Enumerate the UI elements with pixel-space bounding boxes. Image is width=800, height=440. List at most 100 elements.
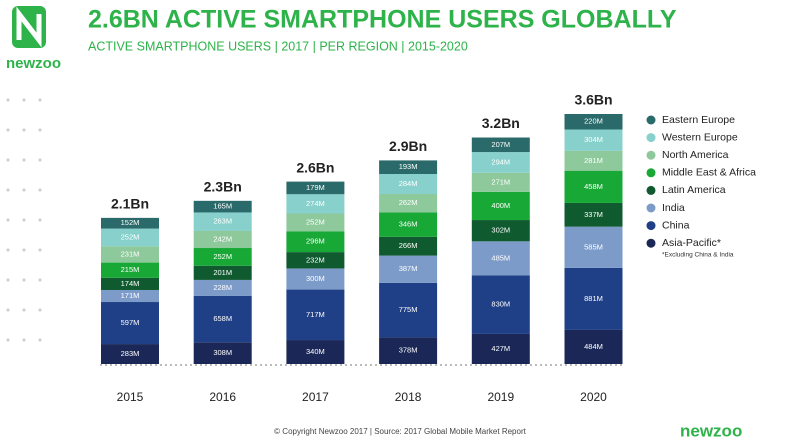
value-label: 387M [399,264,418,273]
chart-title: 2.6BN ACTIVE SMARTPHONE USERS GLOBALLY [88,6,677,34]
legend-label: Latin America [662,184,726,196]
value-label: 242M [213,234,232,243]
value-label: 300M [306,274,325,283]
x-tick-label: 2017 [302,390,329,404]
legend-label: Middle East & Africa [662,167,756,179]
value-label: 252M [121,232,140,241]
bar-segment [379,174,438,194]
bar-segment [471,191,530,221]
value-label: 271M [491,177,510,186]
bar-segment [379,255,438,283]
bar-segment [564,114,623,130]
bar-segment [564,170,623,203]
value-label: 378M [399,346,418,355]
bar-segment [101,262,159,278]
bar-segment [101,217,159,229]
value-label: 215M [121,265,140,274]
bar-segment [101,246,159,263]
total-label: 2.6Bn [296,159,334,175]
value-label: 262M [399,198,418,207]
legend-swatch [646,168,656,178]
bar-segment [101,302,159,345]
bar-segment [286,289,345,341]
bar-segment [101,344,159,364]
x-tick-label: 2016 [209,390,236,404]
bar-segment [564,150,623,171]
total-label: 3.6Bn [574,92,612,108]
value-label: 171M [121,291,140,300]
total-label: 3.2Bn [482,115,520,131]
bar-segment [101,289,159,303]
bar-segment [471,172,530,192]
value-label: 220M [584,117,603,126]
bar-segment [193,265,252,280]
total-label: 2.9Bn [389,138,427,154]
value-label: 228M [213,283,232,292]
value-label: 881M [584,294,603,303]
legend-swatch [646,150,656,160]
bar-segment [379,212,438,237]
value-label: 252M [213,252,232,261]
bar-segment [471,137,530,153]
value-label: 266M [399,241,418,250]
chart-subtitle: ACTIVE SMARTPHONE USERS | 2017 | PER REG… [88,39,468,53]
value-label: 201M [213,268,232,277]
legend-label: Eastern Europe [662,114,735,126]
value-label: 263M [213,217,232,226]
bar-segment [379,337,438,364]
bar-segment [379,282,438,338]
value-label: 232M [306,255,325,264]
bar-segment [193,248,252,266]
bar-segment [193,295,252,343]
bar-segment [564,226,623,268]
legend-label: North America [662,149,729,161]
bar-segment [193,200,252,213]
bar-segment [193,230,252,249]
value-label: 283M [121,349,140,358]
value-label: 340M [306,347,325,356]
logo-text: newzoo [6,55,61,72]
bar-segment [564,202,623,227]
value-label: 485M [491,253,510,262]
value-label: 302M [491,226,510,235]
legend-swatch [646,185,656,195]
value-label: 274M [306,199,325,208]
bar-segment [193,342,252,364]
bar-segment [193,212,252,231]
bar-segment [471,275,530,334]
value-label: 400M [491,201,510,210]
logo: newzoo [6,6,61,72]
legend-label: Asia-Pacific* [662,237,721,249]
bar-segment [471,241,530,276]
value-label: 296M [306,237,325,246]
value-label: 174M [121,279,140,288]
bar-segment [379,236,438,256]
value-label: 775M [399,305,418,314]
bar-segment [471,220,530,242]
value-label: 658M [213,314,232,323]
value-label: 304M [584,135,603,144]
legend-swatch [646,238,656,248]
value-label: 152M [121,218,140,227]
bar-segment [286,213,345,232]
bar-segment [564,267,623,330]
x-tick-label: 2015 [117,390,144,404]
legend-swatch [646,133,656,143]
bar-segment [471,152,530,173]
legend-swatch [646,203,656,213]
value-label: 717M [306,310,325,319]
bar-segment [101,277,159,290]
legend-swatch [646,221,656,231]
value-label: 346M [399,220,418,229]
value-label: 284M [399,179,418,188]
logo-glyph [16,6,42,48]
x-tick-label: 2018 [395,390,422,404]
bar-segment [379,194,438,213]
bar-segment [286,231,345,253]
value-label: 252M [306,217,325,226]
value-label: 193M [399,162,418,171]
bar-segment [101,228,159,247]
value-label: 427M [491,344,510,353]
value-label: 281M [584,156,603,165]
